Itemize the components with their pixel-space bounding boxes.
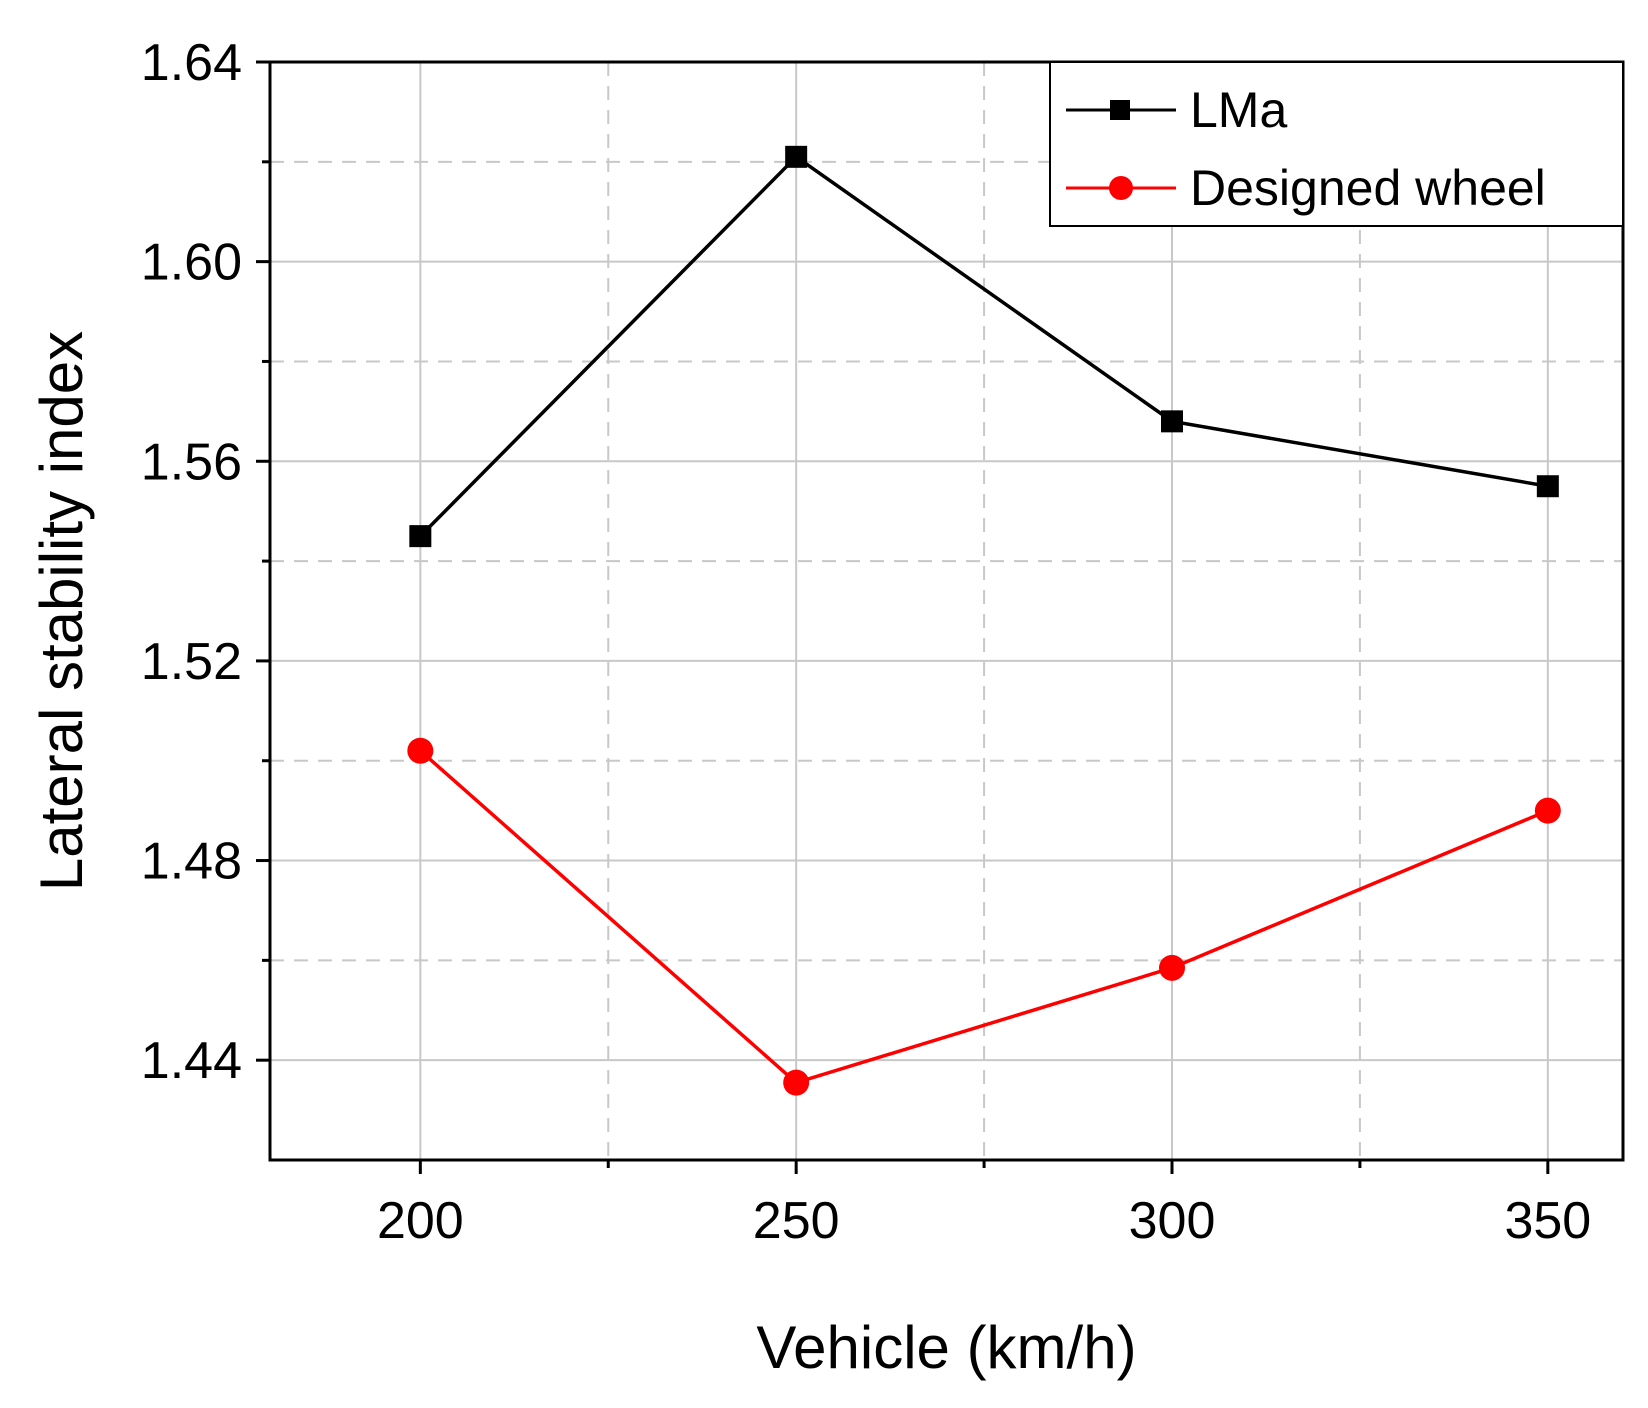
- x-tick-label: 300: [1129, 1192, 1216, 1250]
- series-line-designed-wheel: [419, 749, 1549, 1085]
- y-axis-title: Lateral stability index: [28, 331, 95, 891]
- y-tick-label: 1.52: [141, 633, 242, 691]
- x-tick-label: 200: [377, 1192, 464, 1250]
- data-point-designed-wheel: [407, 737, 434, 764]
- legend-box: [1049, 61, 1624, 227]
- data-point-lma: [409, 525, 432, 548]
- y-tick-label: 1.48: [141, 833, 242, 891]
- series-line-lma: [419, 154, 1549, 538]
- data-point-designed-wheel: [1534, 797, 1561, 824]
- data-point-designed-wheel: [1159, 954, 1185, 981]
- y-tick-label: 1.64: [141, 34, 242, 92]
- data-point-lma: [785, 145, 808, 168]
- x-tick-label: 250: [753, 1192, 840, 1250]
- data-point-lma: [1161, 410, 1183, 433]
- series-layer: [407, 145, 1561, 1096]
- legend-label-designed-wheel: Designed wheel: [1190, 160, 1546, 216]
- data-point-designed-wheel: [783, 1069, 810, 1096]
- ticks-layer: 200 250 300 350 1.44 1.48 1.52 1.56 1.60 1.64: [141, 34, 1591, 1250]
- data-point-lma: [1536, 475, 1559, 498]
- y-tick-label: 1.56: [141, 433, 242, 491]
- y-tick-label: 1.44: [141, 1032, 242, 1090]
- y-tick-label: 1.60: [141, 234, 242, 292]
- x-axis-title: Vehicle (km/h): [756, 1314, 1136, 1381]
- legend-marker-designed-wheel: [1109, 176, 1133, 200]
- legend: LMa Designed wheel: [1049, 61, 1624, 227]
- x-tick-label: 350: [1504, 1192, 1591, 1250]
- plot-frame: [268, 60, 1625, 1162]
- legend-marker-lma: [1110, 100, 1130, 120]
- legend-label-lma: LMa: [1190, 82, 1287, 138]
